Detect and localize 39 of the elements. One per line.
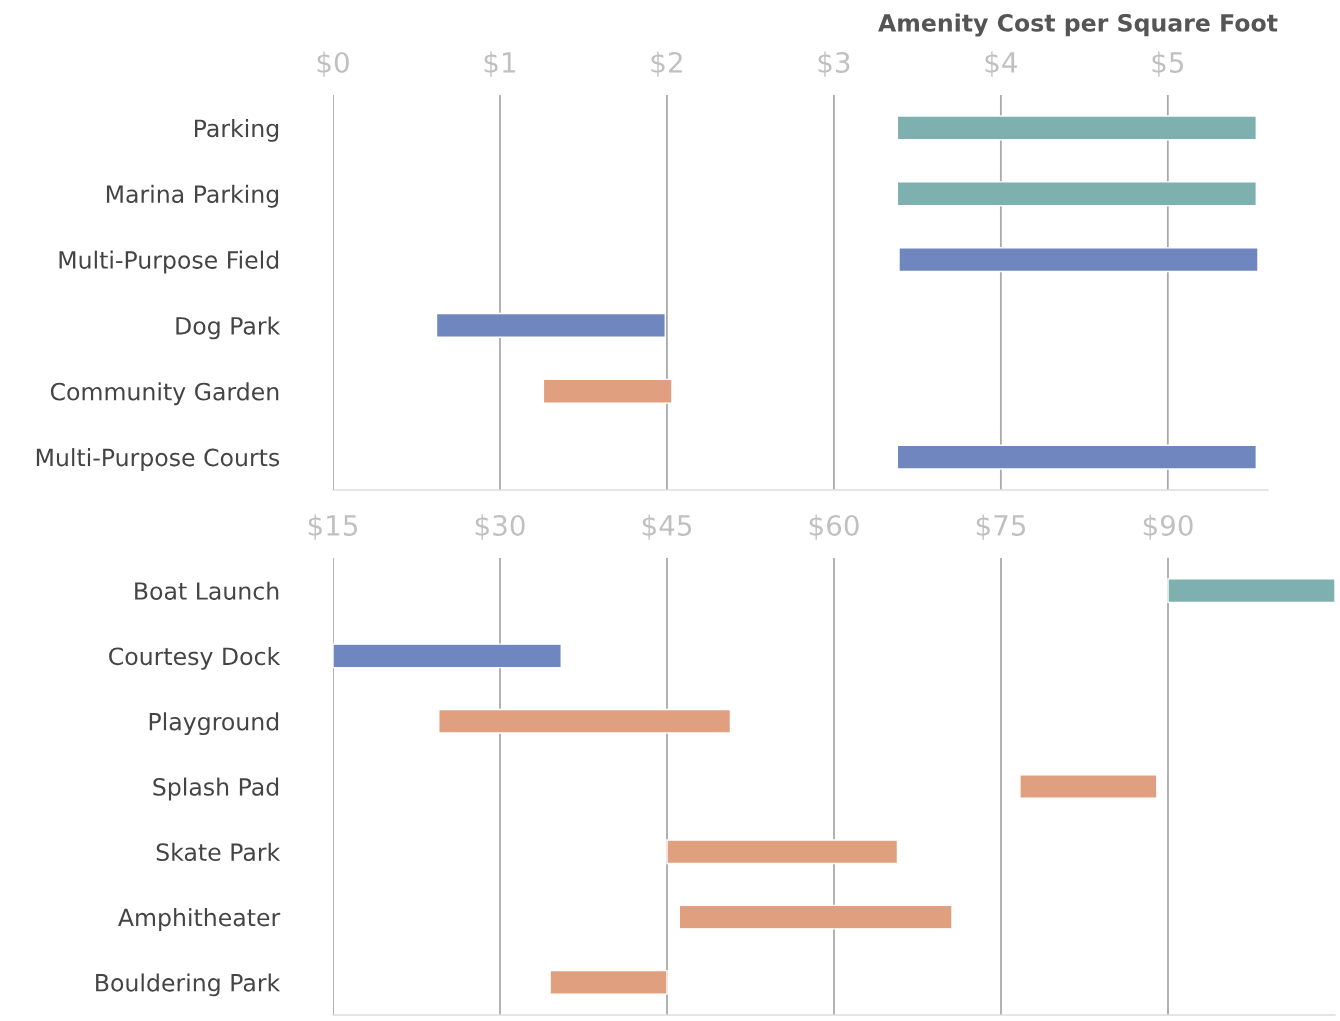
y-tick-label: Multi-Purpose Courts — [36, 448, 280, 471]
bar — [896, 115, 1258, 141]
bar — [1167, 578, 1335, 604]
x-tick-label: $3 — [818, 51, 850, 77]
y-tick-label: Courtesy Dock — [109, 646, 281, 670]
y-tick-label: Playground — [149, 712, 279, 736]
bar — [1019, 774, 1158, 799]
y-tick-label: Boat Launch — [135, 581, 279, 600]
y-tick-label: Amphitheater — [118, 908, 281, 931]
x-tick-label: $2 — [651, 51, 682, 77]
y-tick-label: Skate Park — [156, 842, 281, 862]
bar — [435, 312, 666, 338]
x-tick-label: $75 — [976, 514, 1026, 540]
y-tick-label: Bouldering Park — [96, 973, 281, 997]
x-tick-label: $90 — [1143, 514, 1193, 540]
x-tick-label: $30 — [475, 514, 525, 540]
y-tick-label: Parking — [195, 118, 279, 142]
bar — [549, 969, 668, 995]
y-tick-label: Multi-Purpose Field — [59, 250, 279, 274]
y-tick-label: Community Garden — [50, 382, 279, 406]
y-tick-label: Marina Parking — [106, 184, 279, 208]
chart-title: Amenity Cost per Square Foot — [878, 13, 1278, 37]
bar — [898, 247, 1259, 273]
x-tick-label: $60 — [809, 514, 859, 540]
bar — [542, 378, 673, 404]
bar — [666, 839, 899, 865]
bar — [896, 181, 1258, 207]
y-tick-label: Dog Park — [176, 316, 281, 340]
x-tick-label: $4 — [985, 51, 1017, 77]
x-tick-label: $15 — [308, 514, 358, 540]
bar — [333, 643, 562, 669]
bar — [896, 444, 1258, 470]
bar — [678, 904, 953, 930]
x-tick-label: $5 — [1152, 51, 1184, 77]
bar — [438, 708, 732, 734]
x-tick-label: $1 — [484, 51, 516, 77]
y-tick-label: Splash Pad — [153, 777, 279, 801]
x-tick-label: $45 — [642, 514, 692, 540]
x-tick-label: $0 — [317, 51, 349, 77]
